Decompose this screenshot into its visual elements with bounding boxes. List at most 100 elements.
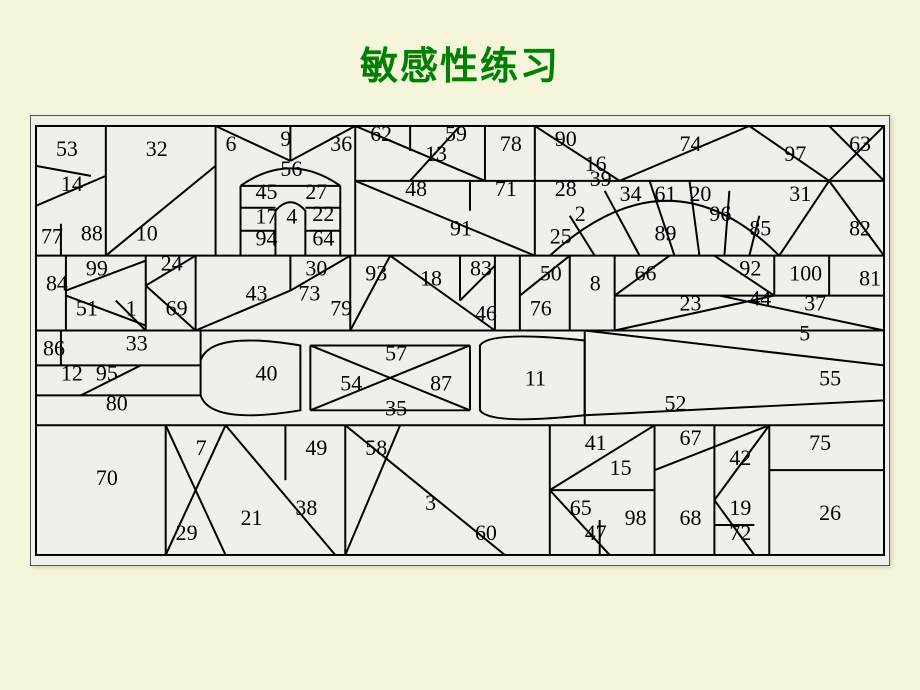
- cell-number: 95: [96, 360, 118, 385]
- cell-number: 35: [385, 395, 407, 420]
- cell-number: 21: [241, 505, 263, 530]
- cell-number: 51: [76, 296, 98, 321]
- cell-number: 98: [625, 505, 647, 530]
- cell-number: 94: [255, 226, 277, 251]
- cell-number: 90: [555, 126, 577, 151]
- cell-number: 61: [655, 181, 677, 206]
- cell-number: 57: [385, 340, 407, 365]
- cell-number: 18: [420, 266, 442, 291]
- cell-number: 70: [96, 465, 118, 490]
- cell-number: 34: [620, 181, 642, 206]
- cell-number: 4: [286, 204, 297, 229]
- cell-number: 60: [475, 520, 497, 545]
- cell-number: 84: [46, 271, 68, 296]
- cell-number: 41: [585, 430, 607, 455]
- cell-number: 20: [689, 181, 711, 206]
- cell-number: 69: [166, 296, 188, 321]
- cell-number: 43: [246, 281, 268, 306]
- cell-number: 47: [585, 520, 607, 545]
- cell-number: 45: [255, 179, 277, 204]
- cell-number: 9: [280, 126, 291, 151]
- cell-number: 73: [298, 281, 320, 306]
- cell-number: 37: [804, 291, 826, 316]
- cell-number: 80: [106, 390, 128, 415]
- cell-number: 49: [305, 435, 327, 460]
- cell-number: 78: [500, 131, 522, 156]
- page-title: 敏感性练习: [0, 0, 920, 115]
- cell-number: 44: [749, 286, 771, 311]
- cell-number: 32: [146, 136, 168, 161]
- cell-number: 13: [425, 141, 447, 166]
- cell-number: 52: [665, 390, 687, 415]
- cell-number: 55: [819, 365, 841, 390]
- cell-number: 26: [819, 500, 841, 525]
- cell-number: 96: [709, 201, 731, 226]
- cell-number: 5: [799, 320, 810, 345]
- cell-number: 2: [575, 201, 586, 226]
- cell-number: 93: [365, 261, 387, 286]
- cell-number: 8: [590, 271, 601, 296]
- sensitivity-diagram: 5332693662591378901674976314564527487128…: [30, 115, 890, 566]
- cell-number: 92: [739, 256, 761, 281]
- cell-number: 87: [430, 370, 452, 395]
- cell-number: 36: [330, 131, 352, 156]
- cell-number: 28: [555, 176, 577, 201]
- cell-number: 10: [136, 221, 158, 246]
- cell-number: 31: [789, 181, 811, 206]
- cell-number: 91: [450, 216, 472, 241]
- cell-number: 39: [590, 166, 612, 191]
- cell-number: 88: [81, 221, 103, 246]
- cell-number: 19: [729, 495, 751, 520]
- cell-number: 14: [61, 171, 83, 196]
- cell-number: 30: [305, 256, 327, 281]
- cell-number: 67: [679, 425, 701, 450]
- cell-number: 100: [789, 261, 822, 286]
- cell-number: 56: [280, 156, 302, 181]
- cell-number: 77: [41, 224, 63, 249]
- cell-number: 7: [196, 435, 207, 460]
- cell-number: 75: [809, 430, 831, 455]
- cell-number: 24: [161, 251, 183, 276]
- cell-number: 12: [61, 360, 83, 385]
- cell-number: 68: [679, 505, 701, 530]
- cell-number: 62: [370, 121, 392, 146]
- cell-number: 53: [56, 136, 78, 161]
- cell-number: 29: [176, 520, 198, 545]
- cell-number: 6: [226, 131, 237, 156]
- cell-number: 79: [330, 296, 352, 321]
- cell-number: 72: [729, 520, 751, 545]
- cell-number: 71: [495, 176, 517, 201]
- cell-number: 81: [859, 266, 881, 291]
- cell-number: 38: [295, 495, 317, 520]
- cell-number: 15: [610, 455, 632, 480]
- cell-number: 74: [679, 131, 701, 156]
- cell-number: 59: [445, 121, 467, 146]
- cell-number: 82: [849, 216, 871, 241]
- cell-number: 99: [86, 256, 108, 281]
- cell-number: 11: [525, 365, 546, 390]
- cell-number: 76: [530, 296, 552, 321]
- cell-number: 89: [655, 221, 677, 246]
- cell-number: 97: [784, 141, 806, 166]
- cell-number: 42: [729, 445, 751, 470]
- diagram-svg: 5332693662591378901674976314564527487128…: [31, 116, 889, 565]
- cell-number: 54: [340, 370, 362, 395]
- cell-number: 50: [540, 261, 562, 286]
- cell-number: 85: [749, 216, 771, 241]
- cell-number: 1: [126, 296, 137, 321]
- cell-number: 40: [255, 360, 277, 385]
- cell-number: 48: [405, 176, 427, 201]
- cell-number: 86: [43, 335, 65, 360]
- cell-number: 64: [312, 226, 334, 251]
- cell-number: 58: [365, 435, 387, 460]
- cell-number: 23: [679, 291, 701, 316]
- cell-number: 25: [550, 224, 572, 249]
- cell-number: 66: [635, 261, 657, 286]
- cell-number: 3: [425, 490, 436, 515]
- cell-number: 46: [475, 301, 497, 326]
- cell-number: 22: [312, 201, 334, 226]
- cell-number: 65: [570, 495, 592, 520]
- cell-number: 63: [849, 131, 871, 156]
- cell-number: 83: [470, 256, 492, 281]
- cell-number: 33: [126, 330, 148, 355]
